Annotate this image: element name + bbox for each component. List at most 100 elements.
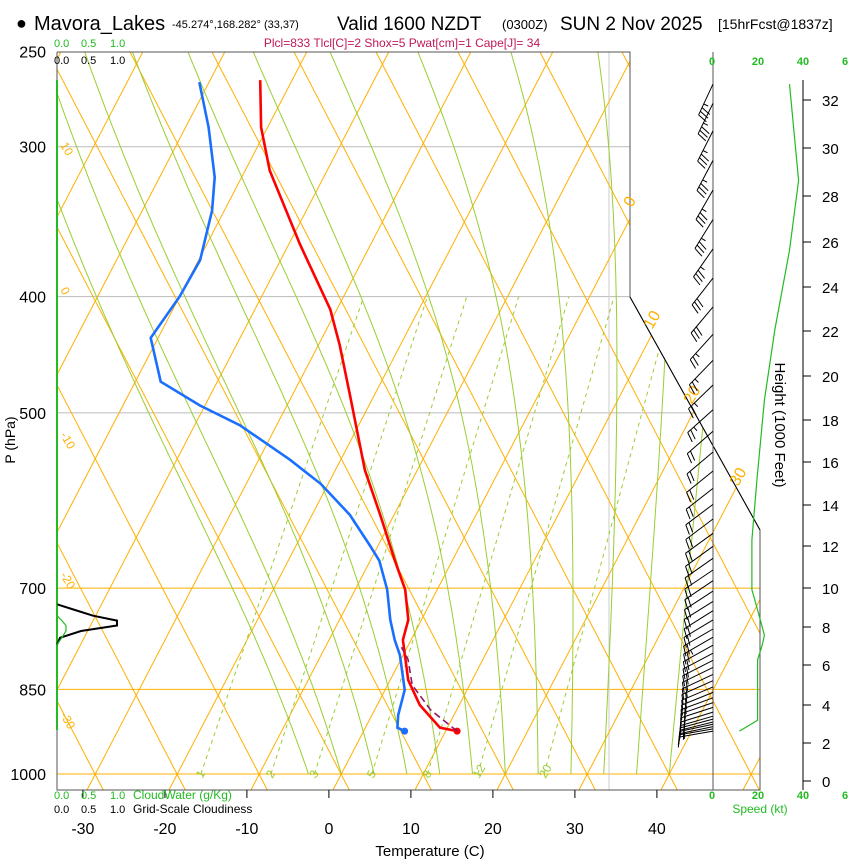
dry-adiabat-line xyxy=(57,52,350,790)
cloudiness-label: Grid-Scale Cloudiness xyxy=(133,802,252,816)
diagram-grid: 1 2 3 5 8 12 20 xyxy=(57,52,850,790)
wind-barb xyxy=(684,557,714,588)
wind-barb xyxy=(683,610,714,640)
pressure-label: 700 xyxy=(19,581,46,598)
station-name: Mavora_Lakes xyxy=(34,13,165,35)
wind-barb xyxy=(683,600,714,630)
wind-barb xyxy=(681,686,714,711)
pressure-label: 1000 xyxy=(10,767,46,784)
height-tick-label: 10 xyxy=(822,581,839,598)
isotherm-label: -10 xyxy=(57,430,78,452)
speed-tick-label: 20 xyxy=(752,56,764,68)
speed-tick-label: 0 xyxy=(709,790,715,802)
pressure-label: 500 xyxy=(19,406,46,423)
cloudwater-tick-label: 1.0 xyxy=(110,790,125,802)
pressure-label: 400 xyxy=(19,290,46,307)
wind-barb xyxy=(688,384,714,419)
dewpoint-surface-dot xyxy=(401,727,409,735)
wind-barb xyxy=(695,189,714,228)
mixing-ratio-label: 20 xyxy=(536,762,555,781)
cloudwater-label: CloudWater (g/Kg) xyxy=(133,788,232,802)
mixing-ratio-line xyxy=(270,296,428,775)
height-tick-label: 22 xyxy=(822,324,839,341)
cloudiness-tick-label: 0.0 xyxy=(54,804,69,816)
x-tick-label: 30 xyxy=(566,821,584,838)
dry-adiabat-line xyxy=(293,52,678,790)
wind-barb xyxy=(683,628,714,657)
wind-panel xyxy=(677,83,800,748)
x-tick-label: 0 xyxy=(324,821,333,838)
isotherm-label: 20 xyxy=(681,383,705,407)
wind-barb xyxy=(686,451,714,484)
isotherm-label: 0 xyxy=(57,285,73,298)
dry-adiabat-line xyxy=(375,52,760,790)
station-bullet: ● xyxy=(16,13,27,33)
x-tick-label: 10 xyxy=(402,821,420,838)
wind-barb xyxy=(688,359,714,395)
dry-adiabat-line xyxy=(211,52,596,790)
speed-tick-label: 6 xyxy=(842,56,848,68)
forecast-info: [15hrFcst@1837z] xyxy=(718,16,833,32)
moist-adiabat-line xyxy=(329,52,506,775)
wind-barb xyxy=(698,83,714,123)
moist-adiabat-line xyxy=(417,52,539,774)
mixing-ratio-label: 1 xyxy=(193,767,209,780)
moist-adiabat-line xyxy=(252,52,473,775)
cloudiness-line xyxy=(56,603,118,646)
moist-adiabat-line xyxy=(57,52,342,775)
wind-barb xyxy=(685,488,714,520)
x-tick-label: 40 xyxy=(648,821,666,838)
wind-barb xyxy=(684,569,714,600)
wind-barb xyxy=(693,248,714,286)
valid-time: Valid 1600 NZDT xyxy=(337,14,482,35)
wind-barb xyxy=(687,409,714,443)
height-axis-title: Height (1000 Feet) xyxy=(771,362,788,487)
wind-barb xyxy=(697,103,714,142)
speed-tick-label: 6 xyxy=(842,790,848,802)
wind-barb xyxy=(685,545,714,577)
wind-barb xyxy=(689,333,714,369)
dry-adiabat-line xyxy=(57,52,268,790)
isotherm-line xyxy=(414,52,760,790)
mixing-ratio-label: 2 xyxy=(263,767,279,780)
mixing-ratio-label: 8 xyxy=(419,767,435,780)
isotherm-label: -30 xyxy=(57,710,78,732)
isotherm-line xyxy=(250,52,636,790)
height-tick-label: 6 xyxy=(822,658,830,675)
cloud-panel xyxy=(56,603,118,646)
pressure-label: 850 xyxy=(19,682,46,699)
height-tick-label: 28 xyxy=(822,189,839,206)
wind-barb xyxy=(684,580,714,610)
isotherm-line xyxy=(57,52,308,790)
parcel-line xyxy=(400,646,458,732)
dry-adiabat-line xyxy=(786,52,850,790)
speed-axis-title: Speed (kt) xyxy=(732,802,787,816)
dry-adiabat-line xyxy=(621,52,760,790)
wind-speed-line xyxy=(739,84,800,732)
mixing-ratio-line xyxy=(543,296,674,775)
diagram-frame xyxy=(56,51,804,791)
pressure-label: 300 xyxy=(19,140,46,157)
mixing-ratio-line xyxy=(313,296,468,775)
speed-tick-label: 40 xyxy=(797,56,809,68)
stability-indices: Plcl=833 Tlcl[C]=2 Shox=5 Pwat[cm]=1 Cap… xyxy=(264,36,541,50)
wind-barb xyxy=(683,636,714,665)
wind-barb xyxy=(691,277,714,314)
x-tick-label: -20 xyxy=(153,821,176,838)
isotherm-label: 10 xyxy=(641,308,665,332)
isotherm-line xyxy=(578,52,760,790)
wind-barb xyxy=(696,160,714,199)
wind-barb xyxy=(685,504,714,535)
isotherm-line xyxy=(57,52,226,790)
isotherm-line xyxy=(168,52,554,790)
mixing-ratio-line xyxy=(371,296,520,775)
moist-adiabat-line xyxy=(131,52,408,775)
cloudiness-tick-label: 1.0 xyxy=(110,55,125,67)
x-tick-label: 20 xyxy=(484,821,502,838)
cloudwater-tick-label: 0.5 xyxy=(81,38,96,50)
mixing-ratio-label: 3 xyxy=(306,767,322,780)
axis-labels: 100-10-20-300102030250300400500700850100… xyxy=(10,38,848,838)
mixing-ratio-line xyxy=(477,296,615,775)
height-tick-label: 0 xyxy=(822,774,830,791)
isotherm-line xyxy=(496,52,760,790)
